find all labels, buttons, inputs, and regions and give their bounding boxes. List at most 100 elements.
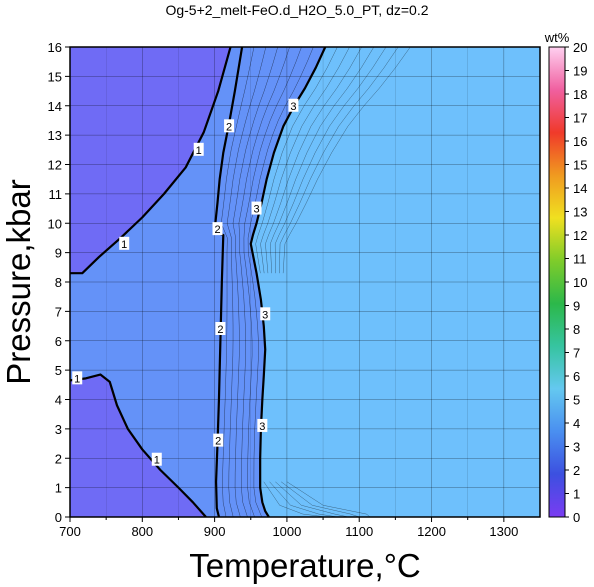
grid-lines xyxy=(70,47,540,517)
contour-label: 2 xyxy=(224,119,235,133)
colorbar-tick-label: 17 xyxy=(573,111,587,126)
contour-line-1 xyxy=(70,47,232,275)
y-tick-label: 6 xyxy=(55,334,62,349)
contour-label-text: 2 xyxy=(217,324,223,336)
contour-label-text: 3 xyxy=(262,309,268,321)
contour-label-box xyxy=(193,142,204,156)
contour-label-box xyxy=(260,307,271,321)
y-tick-label: 16 xyxy=(48,40,62,55)
x-tick-label: 700 xyxy=(59,524,81,539)
contour-label: 2 xyxy=(212,222,223,236)
colorbar-tick-label: 15 xyxy=(573,158,587,173)
contour-label: 1 xyxy=(119,236,130,251)
contour-label-box xyxy=(224,119,235,133)
colorbar-tick-label: 20 xyxy=(573,40,587,55)
contour-label-box xyxy=(251,201,262,215)
colorbar-tick-label: 13 xyxy=(573,205,587,220)
contour-label-text: 1 xyxy=(121,239,127,251)
x-tick-label: 1000 xyxy=(272,524,301,539)
minor-isoline xyxy=(269,481,338,517)
colorbar-tick-label: 9 xyxy=(573,299,580,314)
minor-isoline xyxy=(226,47,267,517)
contour-label-text: 3 xyxy=(290,101,296,113)
minor-isoline xyxy=(232,47,278,517)
colorbar-tick-label: 6 xyxy=(573,369,580,384)
contour-label-box xyxy=(151,452,162,466)
contour-label-text: 3 xyxy=(259,421,265,433)
y-tick-label: 10 xyxy=(48,216,62,231)
y-tick-label: 8 xyxy=(55,275,62,290)
x-tick-label: 800 xyxy=(131,524,153,539)
minor-isoline xyxy=(282,47,411,274)
y-tick-label: 2 xyxy=(55,451,62,466)
contour-label-box xyxy=(215,322,226,335)
minor-isoline xyxy=(281,481,360,517)
contour-label: 2 xyxy=(215,322,226,336)
contour-label-text: 1 xyxy=(74,373,80,385)
contour-label-box xyxy=(288,98,299,112)
colorbar-tick-label: 1 xyxy=(573,487,580,502)
minor-isoline xyxy=(275,481,349,517)
colorbar-tick-label: 4 xyxy=(573,416,580,431)
contour-label: 1 xyxy=(72,371,83,385)
contour-label-text: 1 xyxy=(154,455,160,467)
colorbar-tick-label: 16 xyxy=(573,134,587,149)
minor-isoline xyxy=(286,481,371,517)
contour-label-text: 1 xyxy=(196,145,202,157)
minor-isoline xyxy=(221,47,255,517)
contour-label-text: 2 xyxy=(215,436,221,448)
minor-isoline xyxy=(238,47,290,517)
contour-label-text: 3 xyxy=(253,204,259,216)
colorbar-tick-label: 10 xyxy=(573,275,587,290)
contour-label-box xyxy=(257,418,268,432)
contour-label: 2 xyxy=(213,433,224,448)
y-tick-label: 3 xyxy=(55,422,62,437)
colorbar-gradient xyxy=(548,46,566,518)
contour-label: 3 xyxy=(251,201,262,216)
colorbar-tick-label: 7 xyxy=(573,346,580,361)
contour-label-text: 2 xyxy=(226,121,232,133)
minor-isoline xyxy=(263,481,327,517)
colorbar-unit: wt% xyxy=(544,30,570,45)
x-tick-label: 1300 xyxy=(489,524,518,539)
x-tick-label: 1100 xyxy=(345,524,373,539)
colorbar-tick-label: 5 xyxy=(573,393,580,408)
y-tick-label: 14 xyxy=(48,99,62,114)
x-tick-label: 1200 xyxy=(417,524,446,539)
x-axis: 700 800 900 1000 1100 1200 1300 xyxy=(59,517,518,539)
y-tick-label: 9 xyxy=(55,246,62,261)
contour-label-box xyxy=(119,236,130,250)
y-tick-label: 5 xyxy=(55,363,62,378)
minor-isoline xyxy=(255,47,338,274)
contour-label-box xyxy=(213,433,224,447)
colorbar-tick-label: 3 xyxy=(573,440,580,455)
minor-isoline xyxy=(265,47,362,274)
y-tick-label: 4 xyxy=(55,393,62,408)
y-tick-label: 7 xyxy=(55,304,62,319)
colorbar-tick-label: 8 xyxy=(573,322,580,337)
contour-label: 1 xyxy=(193,142,204,157)
contour-line-1 xyxy=(70,373,207,517)
x-tick-label: 900 xyxy=(204,524,226,539)
chart-title: Og-5+2_melt-FeO.d_H2O_5.0_PT, dz=0.2 xyxy=(165,2,428,18)
minor-isoline xyxy=(279,47,399,274)
minor-isoline xyxy=(243,47,302,517)
contour-label-box xyxy=(212,222,223,236)
colorbar-tick-label: 11 xyxy=(573,252,587,267)
y-axis-title: Pressure,kbar xyxy=(0,179,37,384)
y-tick-label: 15 xyxy=(48,69,62,84)
minor-isoline xyxy=(274,47,387,274)
y-tick-label: 1 xyxy=(55,481,62,496)
y-tick-label: 11 xyxy=(49,187,63,202)
colorbar-tick-label: 19 xyxy=(573,64,587,79)
minor-isoline xyxy=(260,47,350,274)
contour-label: 3 xyxy=(288,98,299,113)
contour-labels: 1 1 1 1 2 2 2 2 3 3 3 3 xyxy=(72,98,299,467)
minor-isoline xyxy=(247,47,314,517)
colorbar-tick-label: 0 xyxy=(573,510,580,525)
y-tick-label: 13 xyxy=(48,128,62,143)
colorbar-tick-label: 2 xyxy=(573,463,580,478)
contour-label: 1 xyxy=(151,452,162,467)
